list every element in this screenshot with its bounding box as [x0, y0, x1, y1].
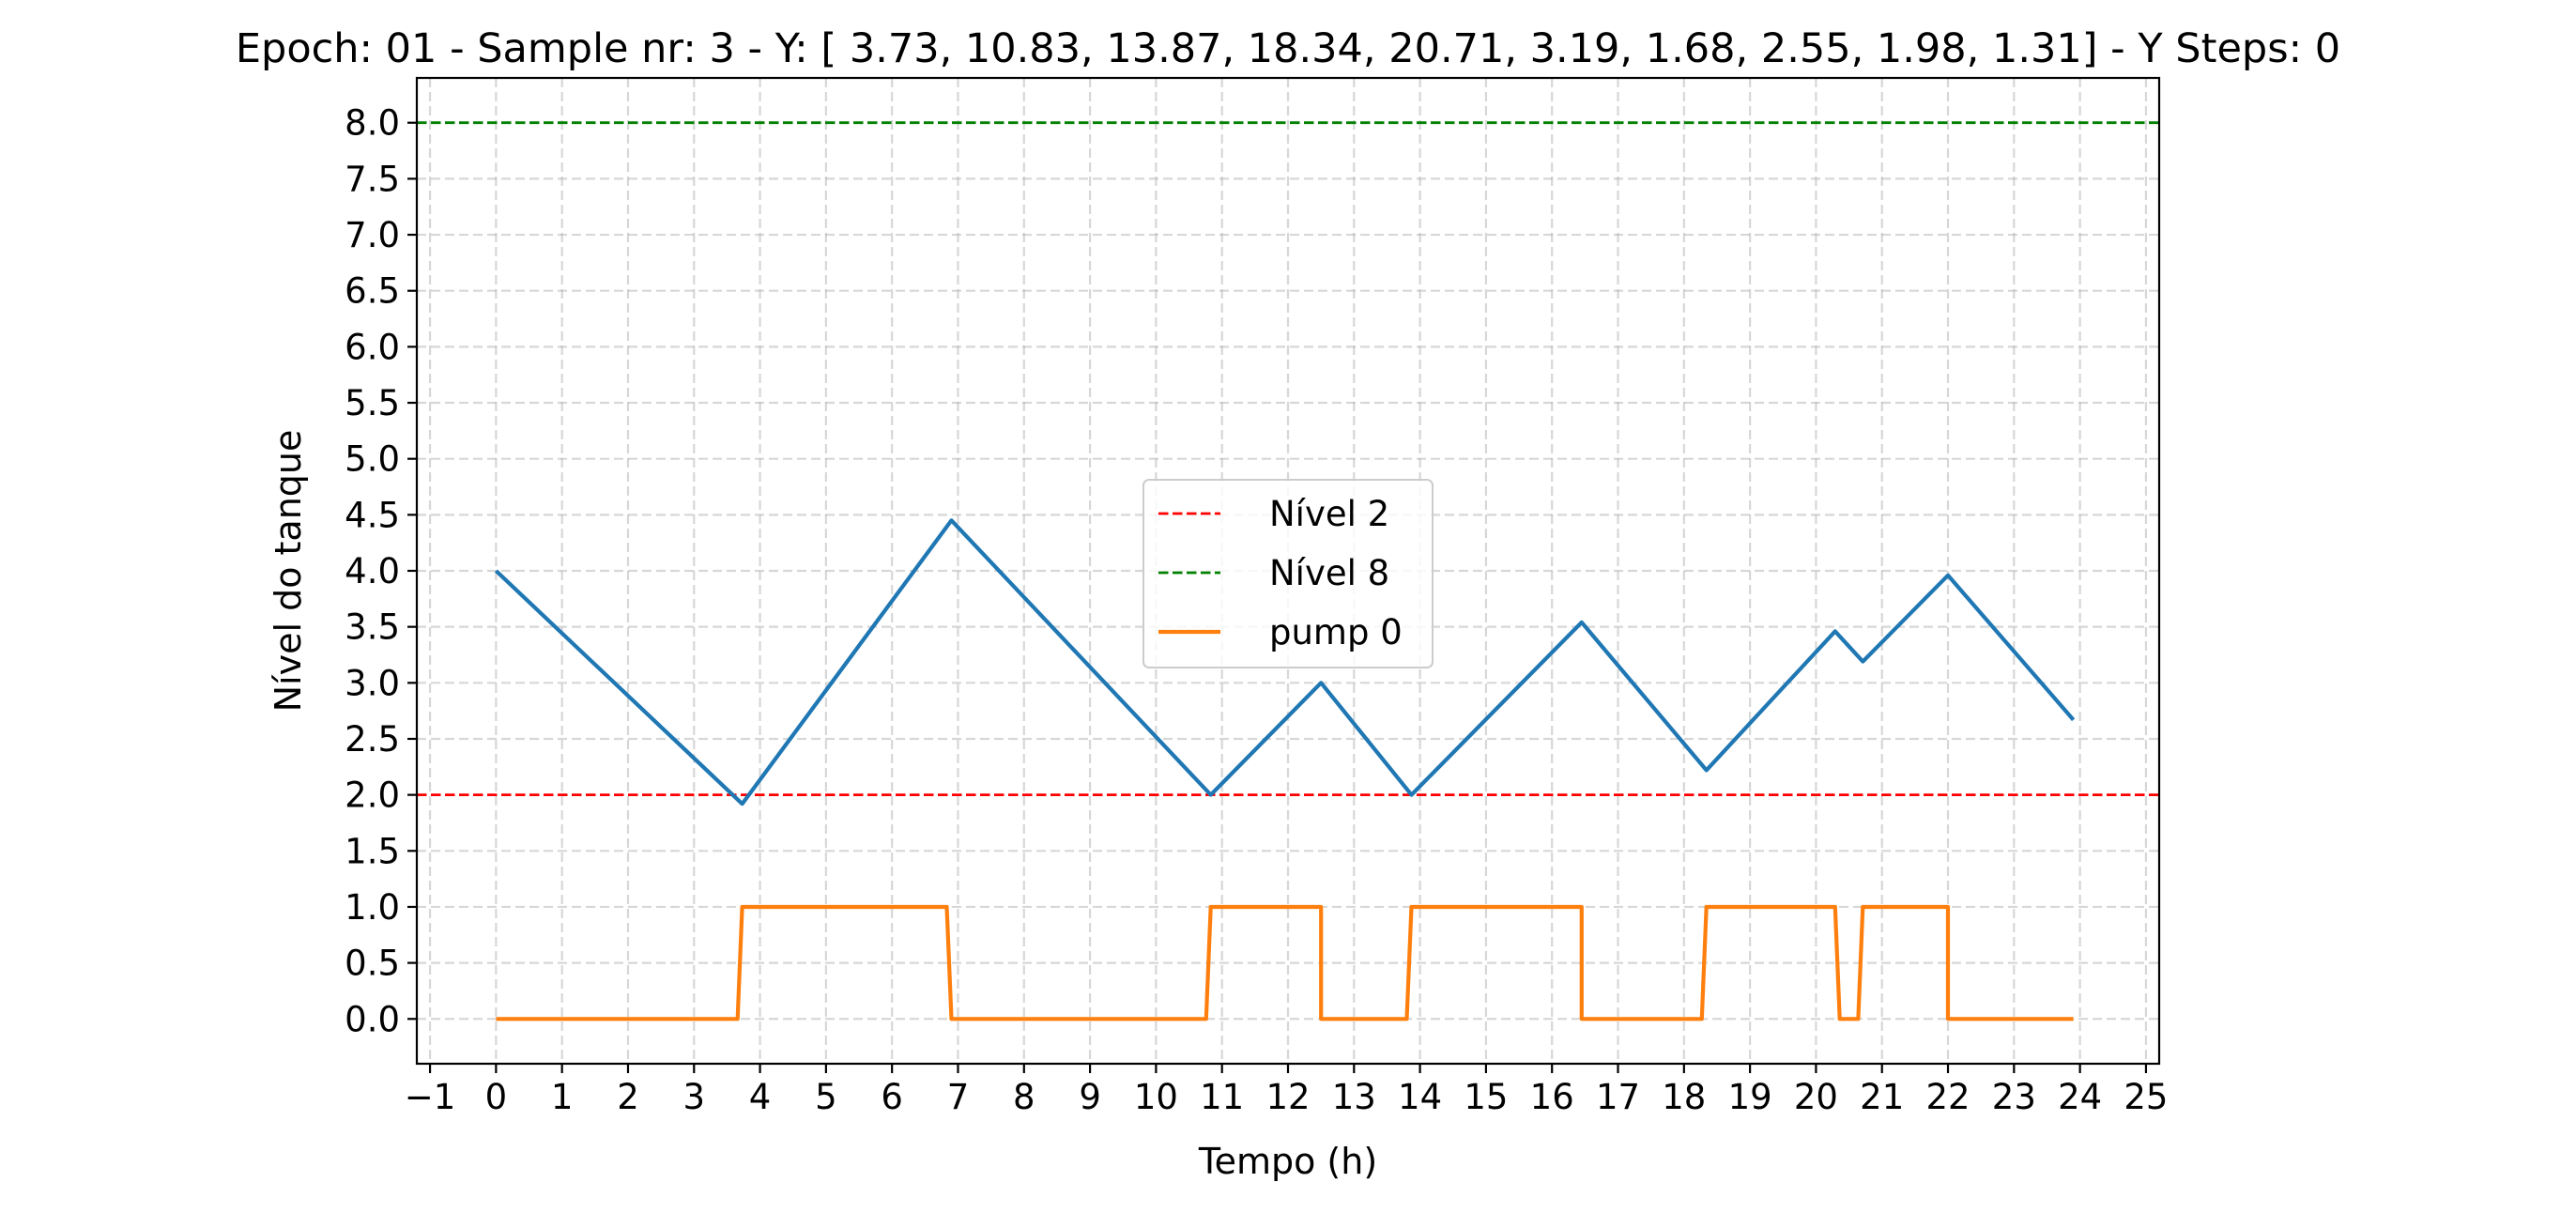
y-tick-label: 6.0 [345, 327, 400, 367]
legend-label: pump 0 [1269, 612, 1403, 653]
x-tick-label: 8 [1013, 1077, 1035, 1117]
y-tick-label: 1.0 [345, 887, 400, 928]
y-tick-label: 1.5 [345, 831, 400, 871]
chart-title: Epoch: 01 - Sample nr: 3 - Y: [ 3.73, 10… [236, 25, 2340, 72]
x-tick-label: 6 [881, 1077, 903, 1117]
x-tick-label: −1 [405, 1077, 456, 1117]
x-tick-label: 1 [551, 1077, 574, 1117]
y-tick-label: 2.0 [345, 775, 400, 816]
x-tick-label: 15 [1464, 1077, 1508, 1117]
x-tick-label: 9 [1079, 1077, 1101, 1117]
y-tick-label: 0.0 [345, 999, 400, 1039]
x-axis-label: Tempo (h) [1198, 1141, 1377, 1182]
legend-box [1142, 479, 1434, 668]
y-tick-label: 0.5 [345, 944, 400, 984]
x-tick-label: 14 [1398, 1077, 1442, 1117]
x-tick-label: 16 [1530, 1077, 1574, 1117]
y-tick-label: 4.0 [345, 551, 400, 591]
x-tick-label: 19 [1728, 1077, 1772, 1117]
y-axis: 0.0 0.5 1.0 1.5 2.0 2.5 3.0 3.5 4.0 4.5 5.0 5.5 6.0 6… [345, 103, 417, 1039]
x-axis: −1 0 1 2 3 4 5 6 7 8 9 10 11 12 13 14 15 16 17 18 19 20 21 22 23… [405, 1064, 2168, 1117]
x-tick-label: 18 [1662, 1077, 1706, 1117]
x-tick-label: 10 [1134, 1077, 1178, 1117]
x-tick-label: 20 [1794, 1077, 1838, 1117]
x-tick-label: 2 [617, 1077, 639, 1117]
y-tick-label: 4.5 [345, 495, 400, 535]
x-tick-label: 24 [2058, 1077, 2102, 1117]
x-tick-label: 3 [682, 1077, 705, 1117]
x-tick-label: 0 [485, 1077, 508, 1117]
legend-label: Nível 2 [1269, 494, 1389, 534]
x-tick-label: 11 [1200, 1077, 1244, 1117]
y-axis-label: Nível do tanque [268, 430, 309, 713]
series-line-pump-0 [496, 904, 2074, 1021]
x-tick-label: 12 [1265, 1077, 1310, 1117]
x-tick-label: 21 [1860, 1077, 1904, 1117]
y-tick-label: 5.5 [345, 383, 400, 423]
x-tick-label: 5 [815, 1077, 837, 1117]
series-lines [417, 121, 2159, 1021]
x-tick-label: 17 [1596, 1077, 1640, 1117]
legend-label: Nível 8 [1269, 553, 1389, 593]
y-tick-label: 3.0 [345, 663, 400, 703]
y-tick-label: 3.5 [345, 607, 400, 648]
y-tick-label: 2.5 [345, 719, 400, 760]
y-tick-label: 5.0 [345, 439, 400, 480]
x-tick-label: 22 [1925, 1077, 1970, 1117]
x-tick-label: 4 [749, 1077, 772, 1117]
legend: Nível 2 Nível 8 pump 0 [1142, 479, 1434, 668]
y-tick-label: 6.5 [345, 271, 400, 312]
x-tick-label: 23 [1992, 1077, 2036, 1117]
series-line-tank-level [494, 518, 2076, 806]
y-tick-label: 7.0 [345, 215, 400, 255]
x-tick-label: 13 [1332, 1077, 1376, 1117]
y-tick-label: 8.0 [345, 103, 400, 144]
y-tick-label: 7.5 [345, 159, 400, 199]
x-tick-label: 25 [2124, 1077, 2168, 1117]
x-tick-label: 7 [947, 1077, 970, 1117]
